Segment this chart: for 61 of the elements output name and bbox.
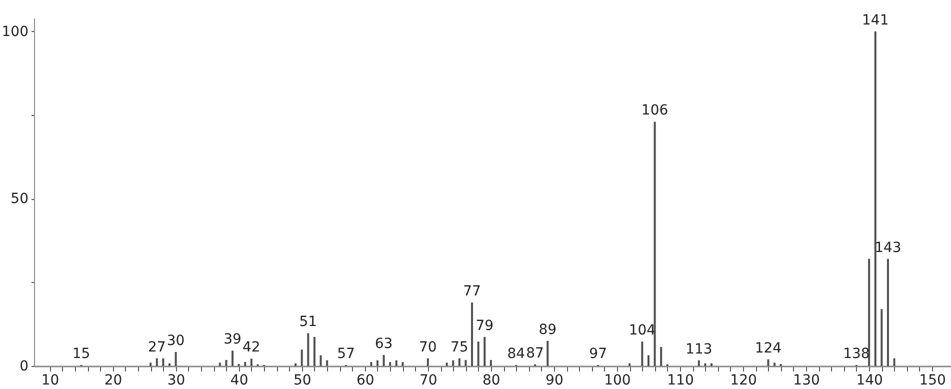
- y-tick-label: 100: [2, 24, 28, 40]
- x-tick-label: 150: [919, 372, 946, 388]
- annotation: 70: [418, 339, 437, 356]
- x-tick-label: 60: [356, 372, 374, 388]
- x-tick-label: 30: [167, 372, 186, 388]
- annotation: 27: [148, 339, 166, 356]
- bar: [698, 360, 700, 366]
- annotation: 79: [476, 318, 494, 334]
- y-tick-label: 0: [20, 358, 28, 374]
- y-tick-label: 50: [10, 191, 28, 208]
- bar: [244, 362, 246, 366]
- annotation: 42: [242, 340, 260, 356]
- annotation: 113: [686, 341, 712, 358]
- annotation: 39: [224, 332, 242, 348]
- annotation: 89: [538, 322, 557, 338]
- bar: [307, 333, 310, 366]
- bar: [232, 350, 234, 366]
- x-tick-label: 110: [667, 372, 694, 388]
- bar: [647, 355, 650, 366]
- x-tick-label: 140: [856, 372, 883, 388]
- x-tick-label: 120: [730, 372, 757, 388]
- annotation: 75: [450, 339, 468, 356]
- x-tick-label: 130: [793, 372, 820, 388]
- bar: [168, 363, 170, 366]
- bar: [886, 258, 889, 366]
- x-tick-label: 40: [230, 372, 248, 388]
- bar: [874, 31, 876, 366]
- bar: [218, 362, 221, 366]
- bar: [660, 346, 662, 366]
- x-tick-label: 20: [104, 372, 122, 388]
- annotation: 97: [589, 346, 607, 362]
- bar: [395, 360, 398, 366]
- bar: [370, 362, 372, 366]
- annotation: 87: [526, 345, 544, 362]
- x-tick-label: 90: [546, 372, 564, 388]
- annotation: 57: [337, 346, 355, 362]
- bar: [320, 355, 322, 366]
- bar: [382, 354, 385, 366]
- annotation: 141: [862, 12, 889, 28]
- x-tick-label: 100: [604, 372, 631, 388]
- bar: [774, 362, 776, 366]
- bar: [546, 340, 549, 366]
- bar: [294, 363, 297, 366]
- x-tick-label: 10: [41, 372, 60, 388]
- annotation: 84: [507, 346, 526, 362]
- x-tick-label: 50: [293, 372, 312, 388]
- annotation: 51: [299, 314, 318, 330]
- annotation: 77: [463, 283, 481, 300]
- bar: [471, 302, 474, 366]
- bar: [458, 358, 460, 366]
- x-tick-label: 70: [419, 372, 438, 388]
- x-tick-label: 80: [482, 372, 500, 388]
- bar: [156, 358, 158, 366]
- annotation: 124: [754, 340, 782, 356]
- annotation: 63: [374, 336, 393, 352]
- annotation: 106: [641, 102, 668, 119]
- annotation: 30: [166, 332, 185, 349]
- bar: [484, 336, 486, 366]
- bar: [446, 362, 448, 366]
- annotation: 15: [72, 346, 90, 362]
- bar: [710, 363, 713, 366]
